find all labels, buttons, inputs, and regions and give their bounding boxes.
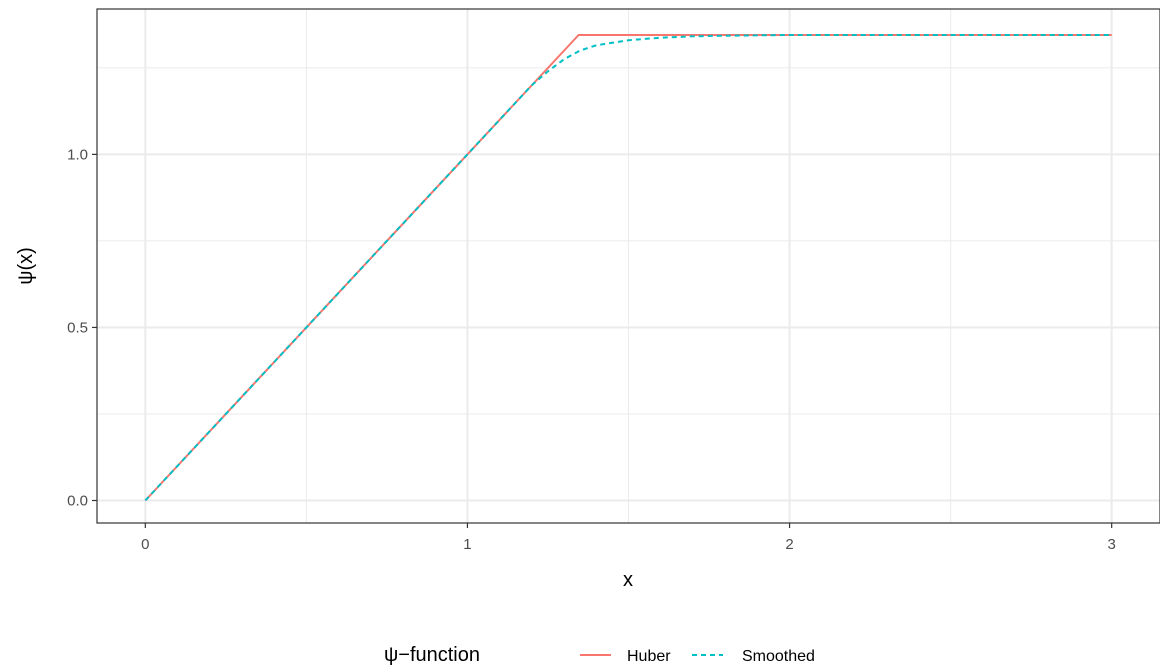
y-tick-label: 0.0 (67, 493, 88, 510)
y-axis-ticks: 0.0 0.5 1.0 (67, 146, 97, 510)
series-layer (144, 34, 1112, 502)
legend-label-huber: Huber (627, 648, 671, 665)
x-axis-ticks: 0 1 2 3 (141, 523, 1116, 553)
legend-label-smoothed: Smoothed (742, 648, 815, 665)
x-tick-label: 3 (1108, 536, 1116, 553)
y-tick-label: 1.0 (67, 146, 88, 163)
y-tick-label: 0.5 (67, 319, 88, 336)
x-tick-label: 2 (785, 536, 793, 553)
x-tick-label: 0 (141, 536, 149, 553)
grid-minor (97, 9, 1160, 523)
panel-border (96, 8, 1160, 524)
x-tick-label: 1 (463, 536, 471, 553)
legend: ψ−function Huber Smoothed (384, 644, 815, 666)
x-axis-title: x (623, 569, 633, 591)
y-axis-title: ψ(x) (15, 247, 37, 285)
series-line-smoothed (144, 34, 1112, 502)
grid-major (97, 9, 1160, 523)
legend-title: ψ−function (384, 644, 480, 666)
